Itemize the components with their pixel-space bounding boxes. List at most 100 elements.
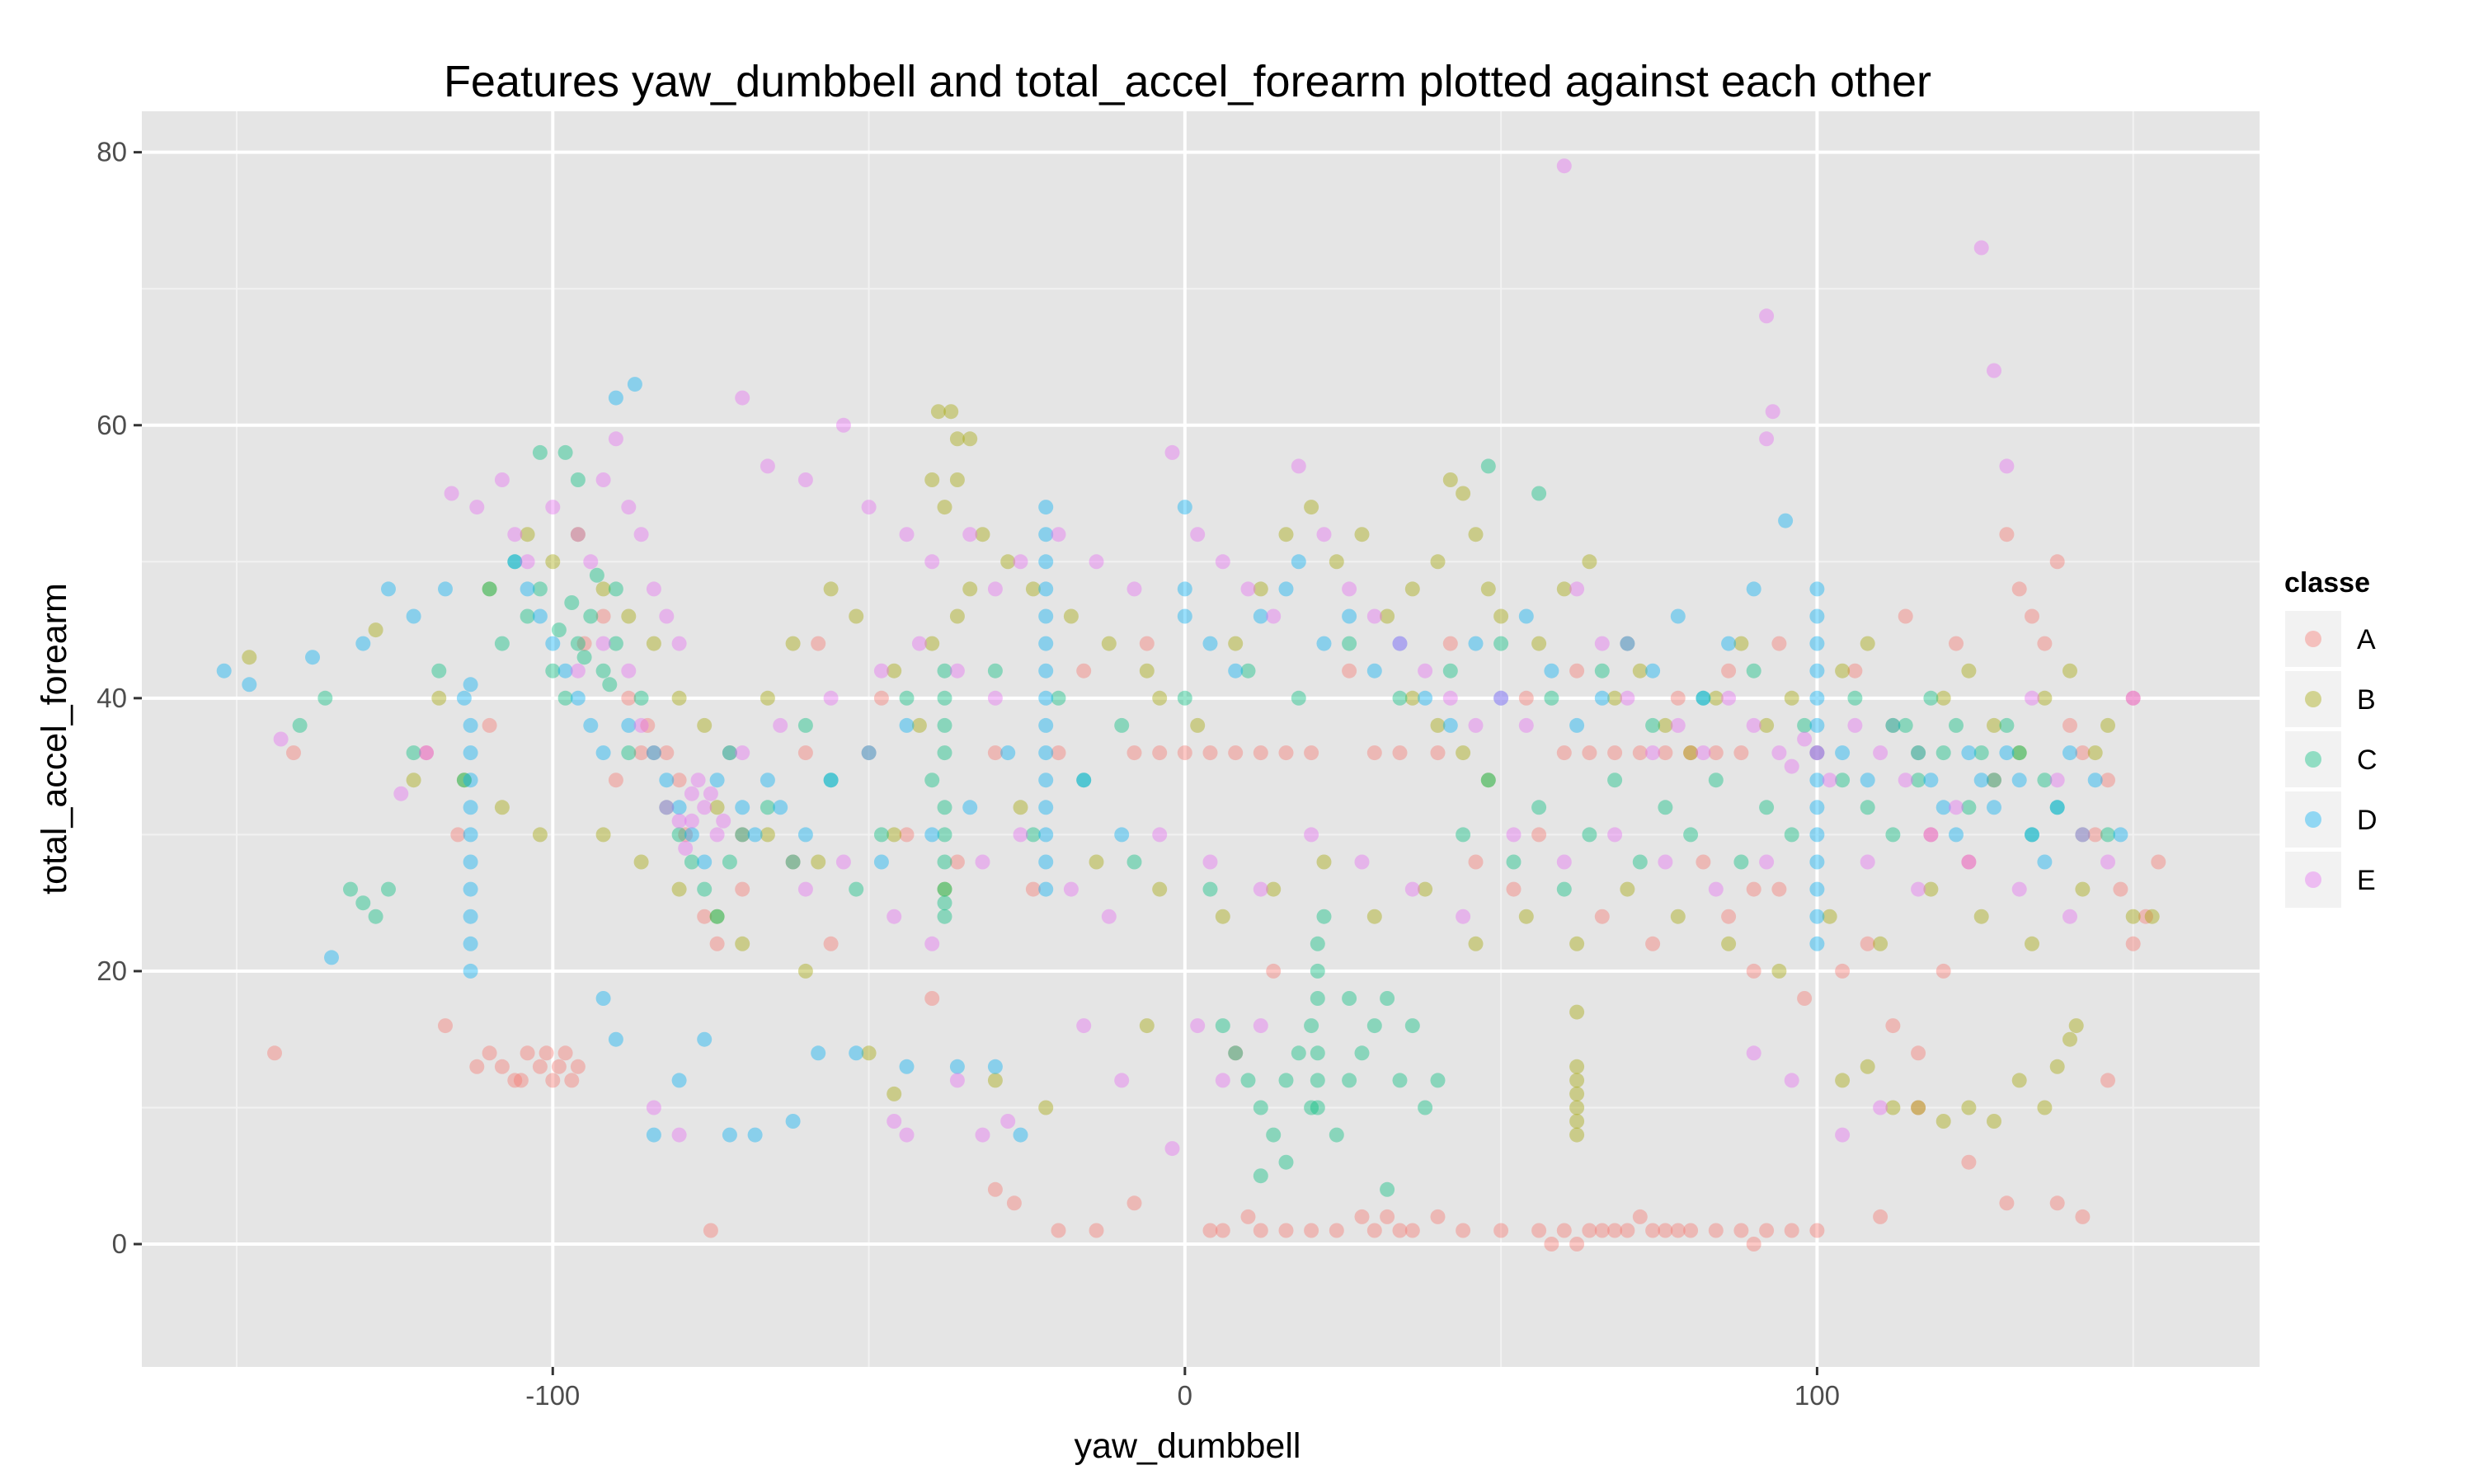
data-point-A xyxy=(735,827,750,843)
data-point-B xyxy=(570,527,586,542)
data-point-C xyxy=(1114,717,1130,733)
legend-swatch-B xyxy=(2305,691,2321,707)
data-point-A xyxy=(1746,963,1761,979)
data-point-B xyxy=(1430,717,1446,733)
data-point-E xyxy=(1316,527,1332,542)
data-point-C xyxy=(785,854,801,870)
data-point-A xyxy=(570,1059,586,1074)
data-point-D xyxy=(1835,745,1851,761)
data-point-B xyxy=(482,581,497,597)
data-point-D xyxy=(1468,636,1484,651)
data-point-D xyxy=(1038,827,1054,843)
data-point-B xyxy=(1822,909,1837,924)
data-point-E xyxy=(1304,827,1319,843)
data-point-C xyxy=(1266,1127,1282,1143)
data-point-A xyxy=(709,936,725,951)
legend-swatch-D xyxy=(2305,811,2321,828)
data-point-A xyxy=(1304,745,1319,761)
axis-ticks: 0 20 40 60 80 -100 0 100 xyxy=(96,137,1840,1411)
data-point-A xyxy=(1949,636,1964,651)
data-point-D xyxy=(1177,500,1192,515)
data-point-A xyxy=(1430,1209,1446,1224)
data-point-A xyxy=(1987,773,2001,788)
data-point-B xyxy=(1418,881,1433,897)
data-point-A xyxy=(1556,745,1572,761)
data-point-B xyxy=(1366,909,1382,924)
data-point-B xyxy=(1569,1004,1585,1020)
data-point-A xyxy=(286,745,301,761)
data-point-E xyxy=(1822,773,1837,788)
data-point-D xyxy=(355,636,371,651)
data-point-A xyxy=(2113,881,2128,897)
data-point-C xyxy=(1025,827,1041,843)
data-point-A xyxy=(1456,1223,1471,1238)
data-point-A xyxy=(811,636,826,651)
data-point-D xyxy=(1594,690,1610,706)
data-point-C xyxy=(937,895,952,911)
data-point-D xyxy=(1518,608,1534,624)
data-point-A xyxy=(659,745,675,761)
data-point-C xyxy=(849,881,864,897)
data-point-C xyxy=(608,581,623,597)
data-point-A xyxy=(633,745,649,761)
data-point-D xyxy=(671,1073,687,1088)
data-point-C xyxy=(987,663,1003,679)
data-point-E xyxy=(1607,827,1623,843)
data-point-A xyxy=(1670,1223,1686,1238)
data-point-E xyxy=(1291,458,1306,474)
data-point-B xyxy=(1569,1059,1585,1074)
data-point-B xyxy=(1101,636,1117,651)
data-point-B xyxy=(1304,500,1319,515)
data-point-B xyxy=(1582,554,1597,570)
data-point-E xyxy=(1253,1018,1268,1034)
data-point-E xyxy=(1493,690,1509,706)
data-point-E xyxy=(1784,758,1799,774)
data-point-E xyxy=(570,663,586,679)
data-point-D xyxy=(1885,717,1901,733)
y-tick-label: 20 xyxy=(96,956,127,986)
data-point-B xyxy=(709,800,725,815)
data-point-A xyxy=(1506,881,1522,897)
legend-key-E xyxy=(2284,850,2343,909)
data-point-D xyxy=(305,650,320,665)
data-point-D xyxy=(747,827,763,843)
data-point-E xyxy=(595,472,611,487)
data-point-C xyxy=(1310,991,1325,1006)
data-point-C xyxy=(621,745,637,761)
data-point-D xyxy=(671,800,687,815)
data-point-E xyxy=(1253,881,1268,897)
data-point-A xyxy=(697,909,713,924)
data-point-E xyxy=(444,486,459,501)
data-point-A xyxy=(1126,745,1142,761)
data-point-C xyxy=(570,636,586,651)
data-point-D xyxy=(1038,717,1054,733)
data-point-D xyxy=(646,1127,661,1143)
data-point-B xyxy=(1973,909,1989,924)
data-point-D xyxy=(1342,608,1357,624)
data-point-E xyxy=(678,840,694,856)
data-point-B xyxy=(1404,581,1420,597)
data-point-C xyxy=(1658,800,1673,815)
data-point-A xyxy=(785,854,801,870)
data-point-E xyxy=(1594,636,1610,651)
data-point-A xyxy=(2087,827,2103,843)
data-point-C xyxy=(797,717,813,733)
data-point-E xyxy=(646,1100,661,1115)
data-point-E xyxy=(1392,636,1408,651)
data-point-C xyxy=(937,800,952,815)
data-point-D xyxy=(1442,717,1458,733)
data-point-C xyxy=(1923,690,1939,706)
data-point-D xyxy=(463,745,478,761)
data-point-C xyxy=(1418,1100,1433,1115)
data-point-C xyxy=(1316,909,1332,924)
data-point-D xyxy=(1860,773,1875,788)
data-point-E xyxy=(1658,854,1673,870)
data-point-B xyxy=(760,690,775,706)
data-point-E xyxy=(1911,881,1926,897)
data-point-C xyxy=(1696,690,1711,706)
data-point-D xyxy=(2113,827,2128,843)
data-point-B xyxy=(1316,854,1332,870)
data-point-E xyxy=(1152,827,1168,843)
data-point-A xyxy=(1607,745,1623,761)
data-point-B xyxy=(1152,881,1168,897)
